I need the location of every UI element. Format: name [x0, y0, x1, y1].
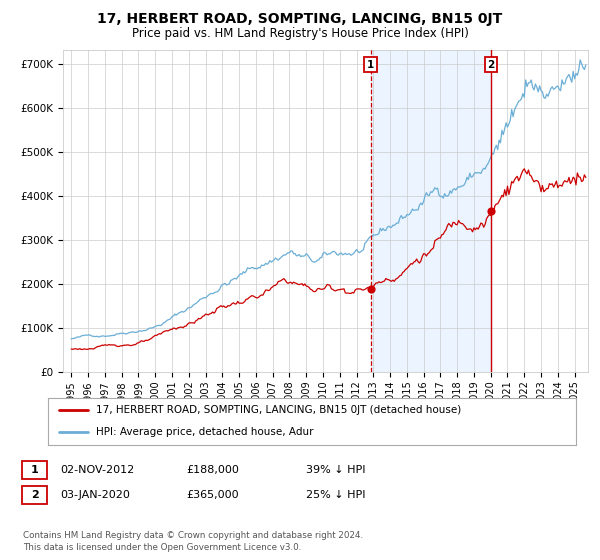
Point: [486, 207, 496, 216]
Point: [366, 285, 376, 294]
Text: 03-JAN-2020: 03-JAN-2020: [60, 490, 130, 500]
Text: HPI: Average price, detached house, Adur: HPI: Average price, detached house, Adur: [95, 427, 313, 437]
Text: 2: 2: [31, 490, 38, 500]
Text: 25% ↓ HPI: 25% ↓ HPI: [306, 490, 365, 500]
Text: Contains HM Land Registry data © Crown copyright and database right 2024.
This d: Contains HM Land Registry data © Crown c…: [23, 531, 363, 552]
Text: 39% ↓ HPI: 39% ↓ HPI: [306, 465, 365, 475]
Text: 2: 2: [487, 59, 494, 69]
Text: 17, HERBERT ROAD, SOMPTING, LANCING, BN15 0JT: 17, HERBERT ROAD, SOMPTING, LANCING, BN1…: [97, 12, 503, 26]
Text: 1: 1: [31, 465, 38, 475]
Text: £188,000: £188,000: [186, 465, 239, 475]
Text: 02-NOV-2012: 02-NOV-2012: [60, 465, 134, 475]
Text: 17, HERBERT ROAD, SOMPTING, LANCING, BN15 0JT (detached house): 17, HERBERT ROAD, SOMPTING, LANCING, BN1…: [95, 405, 461, 416]
Text: 1: 1: [367, 59, 374, 69]
Text: £365,000: £365,000: [186, 490, 239, 500]
Bar: [371, 50, 491, 372]
Text: Price paid vs. HM Land Registry's House Price Index (HPI): Price paid vs. HM Land Registry's House …: [131, 27, 469, 40]
